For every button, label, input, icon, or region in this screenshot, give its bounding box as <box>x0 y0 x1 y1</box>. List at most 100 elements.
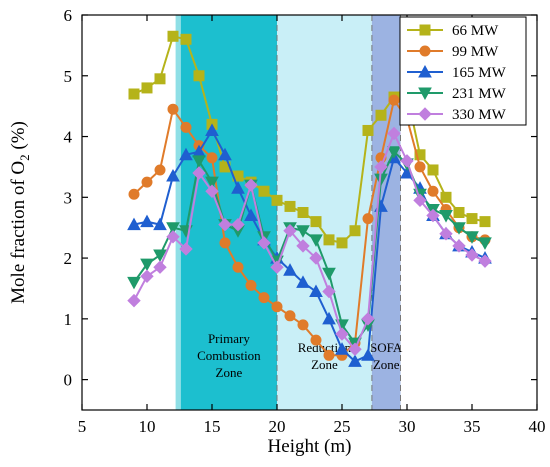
data-point <box>362 213 374 225</box>
data-point <box>192 166 206 180</box>
legend-label: 66 MW <box>452 23 499 39</box>
data-point <box>244 208 258 222</box>
data-point <box>335 342 349 355</box>
data-point <box>140 258 154 272</box>
data-point <box>478 237 492 250</box>
data-point <box>167 30 179 42</box>
zone-primary <box>175 15 181 410</box>
data-point <box>258 292 270 304</box>
data-point <box>127 276 141 290</box>
zone-label-primary-combustion: Primary <box>208 331 250 346</box>
data-point <box>140 269 154 284</box>
legend-marker <box>418 107 432 121</box>
data-point <box>270 260 284 274</box>
zone-label-primary-combustion: Combustion <box>197 348 261 363</box>
data-point <box>414 161 426 173</box>
data-point <box>414 149 426 161</box>
series-line <box>133 97 486 357</box>
data-point <box>258 185 270 197</box>
data-point <box>374 160 388 174</box>
data-point <box>153 217 167 231</box>
data-point <box>453 207 465 218</box>
series-330-mw <box>127 126 492 356</box>
series-layer <box>127 30 492 367</box>
data-point <box>140 214 154 228</box>
y-tick-label: 4 <box>64 128 73 147</box>
series-line <box>133 35 486 244</box>
data-point <box>205 176 219 190</box>
data-point <box>141 176 153 188</box>
data-point <box>439 210 453 223</box>
data-point <box>257 236 271 250</box>
data-point <box>387 126 401 141</box>
data-point <box>335 327 349 341</box>
legend-item: 66 MW <box>407 23 499 39</box>
data-point <box>310 334 322 346</box>
ticks-layer: 5 10 15 20 25 30 35 40 0 1 2 3 4 5 6 <box>64 6 546 436</box>
data-point <box>466 213 478 225</box>
data-point <box>375 109 387 121</box>
data-point <box>322 267 336 281</box>
legend-marker <box>419 24 431 36</box>
x-tick-label: 30 <box>399 417 416 436</box>
data-point <box>349 225 361 237</box>
data-point <box>465 231 479 244</box>
data-point <box>348 342 362 356</box>
zone-label-sofa: SOFA <box>370 340 403 355</box>
y-axis-title-main: Mole fraction of O <box>8 161 29 304</box>
data-point <box>205 123 219 136</box>
data-point <box>427 164 439 176</box>
data-point <box>179 242 193 256</box>
plot-frame <box>81 14 538 411</box>
data-point <box>271 301 283 313</box>
legend-marker <box>418 87 432 101</box>
data-point <box>141 82 153 94</box>
data-point <box>180 121 192 133</box>
data-point <box>179 147 193 161</box>
data-point <box>361 348 375 361</box>
data-point <box>348 354 362 367</box>
data-point <box>296 225 310 238</box>
data-point <box>297 319 309 331</box>
data-point <box>166 168 180 182</box>
data-point <box>219 237 231 249</box>
data-point <box>362 124 374 136</box>
y-axis-title-unit: (%) <box>8 121 29 154</box>
x-tick-label: 15 <box>204 417 221 436</box>
data-point <box>387 146 401 159</box>
y-tick-label: 5 <box>64 67 73 86</box>
data-point <box>154 164 166 176</box>
data-point <box>310 216 322 228</box>
legend-label: 165 MW <box>452 65 507 81</box>
zone-label-reduction: Zone <box>311 357 338 372</box>
series-line <box>133 130 486 352</box>
data-point <box>479 216 491 228</box>
data-point <box>284 310 296 322</box>
data-point <box>440 191 452 203</box>
data-point <box>205 184 219 198</box>
data-point <box>127 217 141 231</box>
zone-label-sofa: Zone <box>373 357 400 372</box>
data-point <box>180 33 192 45</box>
series-231-mw <box>127 146 492 351</box>
data-point <box>153 249 167 263</box>
data-point <box>426 208 440 223</box>
data-point <box>192 155 206 168</box>
data-point <box>309 251 323 265</box>
legend-label: 99 MW <box>452 44 499 60</box>
x-tick-label: 5 <box>78 417 87 436</box>
data-point <box>336 237 348 249</box>
data-point <box>284 200 296 212</box>
x-tick-label: 10 <box>139 417 156 436</box>
legend-item: 165 MW <box>407 64 507 81</box>
data-point <box>439 227 453 241</box>
data-point <box>296 275 310 288</box>
x-tick-label: 35 <box>464 417 481 436</box>
x-tick-label: 40 <box>529 417 546 436</box>
data-point <box>297 207 309 218</box>
legend: 66 MW 99 MW 165 MW 231 MW 330 MW <box>399 16 527 126</box>
y-tick-label: 6 <box>64 6 73 25</box>
data-point <box>309 284 323 297</box>
data-point <box>322 311 336 325</box>
